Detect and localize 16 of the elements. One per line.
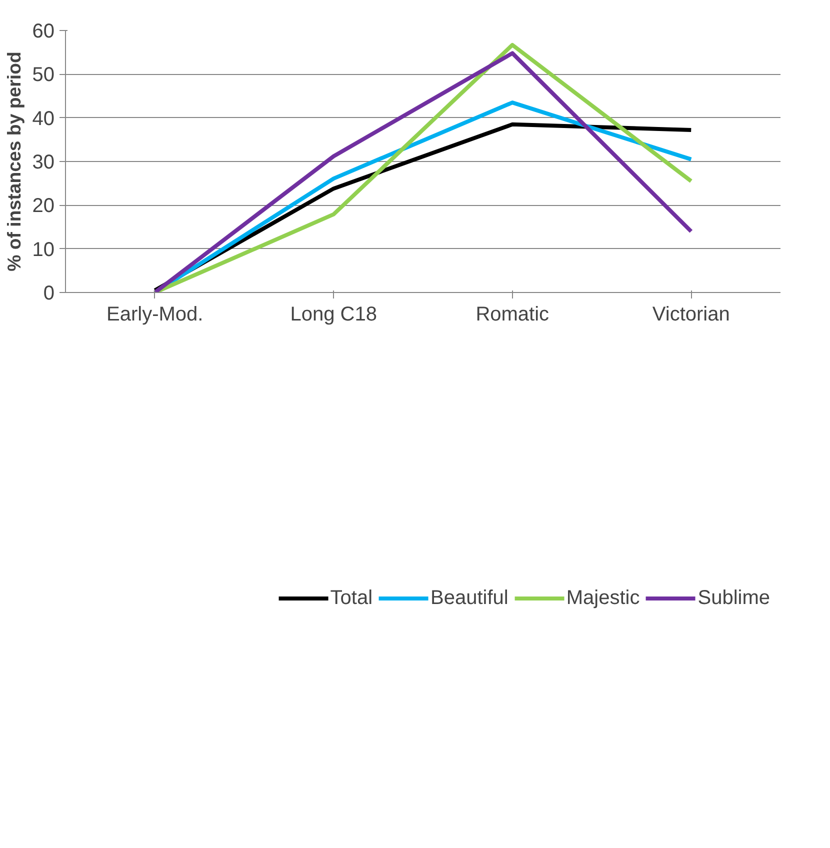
y-tick-label: 60 <box>32 20 55 42</box>
y-axis-title: % of instances by period <box>3 52 24 272</box>
legend-label: Total <box>330 586 373 610</box>
x-tick-label: Victorian <box>652 304 730 326</box>
y-tick-label: 0 <box>43 282 54 304</box>
y-tick-label: 20 <box>32 195 55 218</box>
y-tick-label: 10 <box>32 238 55 261</box>
x-tick-label: Early-Mod. <box>106 304 204 326</box>
y-tick-label: 30 <box>32 152 55 174</box>
legend-label: Majestic <box>566 586 640 610</box>
x-tick-label: Long C18 <box>290 304 378 326</box>
x-tick-label: Romatic <box>476 304 550 326</box>
y-tick-label: 50 <box>32 64 55 86</box>
y-tick-label: 40 <box>32 108 55 130</box>
legend-label: Sublime <box>698 586 770 610</box>
legend-label: Beautiful <box>430 586 508 610</box>
